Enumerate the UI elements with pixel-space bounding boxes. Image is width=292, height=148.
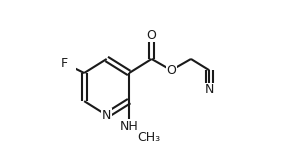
Text: N: N <box>102 109 111 122</box>
Text: NH: NH <box>120 120 138 133</box>
Text: O: O <box>166 64 176 77</box>
Text: F: F <box>61 57 68 70</box>
Text: N: N <box>204 83 214 96</box>
Text: CH₃: CH₃ <box>137 131 160 144</box>
Text: O: O <box>147 29 157 42</box>
